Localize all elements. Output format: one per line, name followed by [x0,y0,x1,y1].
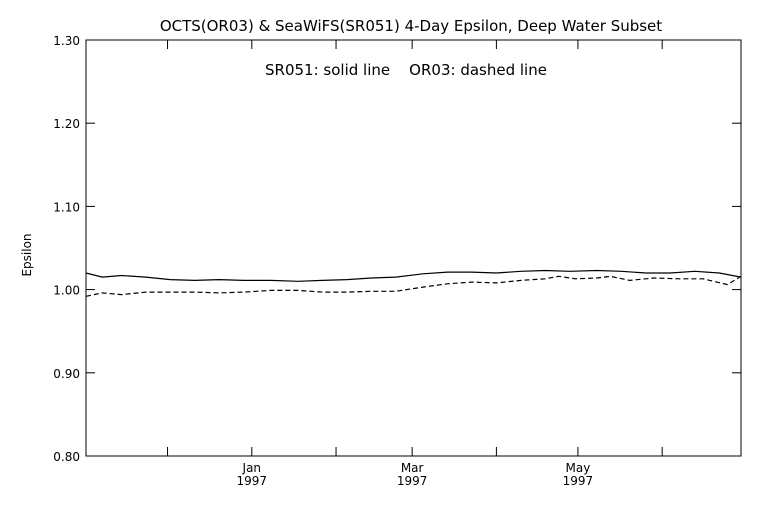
y-tick-label: 0.90 [53,367,80,381]
y-tick-label: 1.20 [53,117,80,131]
y-tick-label: 0.80 [53,450,80,464]
x-tick-label-month: May [566,461,591,475]
series-layer [85,269,742,297]
y-axis-label: Epsilon [20,233,34,276]
y-tick-label: 1.00 [53,284,80,298]
series-line-or03 [85,275,742,297]
x-tick-label-year: 1997 [237,474,268,488]
x-tick-label-year: 1997 [563,474,594,488]
plot-frame [85,39,742,457]
series-line-sr051 [85,269,742,282]
legend-annotation: SR051: solid line OR03: dashed line [265,61,547,79]
chart-title: OCTS(OR03) & SeaWiFS(SR051) 4-Day Epsilo… [160,17,662,35]
y-axis-ticks: 0.80 0.90 1.00 1.10 1.20 1.30 [53,34,741,464]
x-tick-label-year: 1997 [397,474,428,488]
x-tick-label-month: Mar [401,461,424,475]
y-tick-label: 1.30 [53,34,80,48]
y-tick-label: 1.10 [53,200,80,214]
x-tick-label-month: Jan [242,461,262,475]
